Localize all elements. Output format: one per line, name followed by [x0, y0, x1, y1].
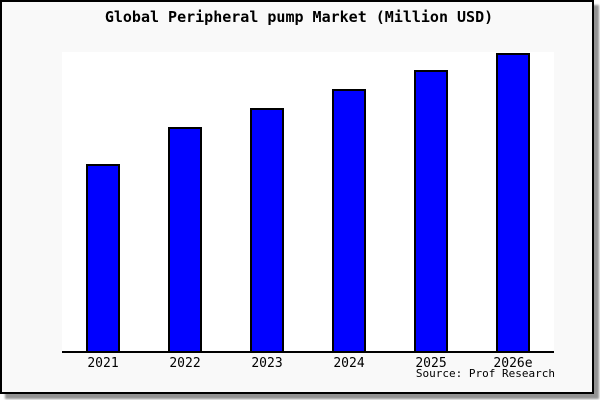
x-axis-label: 2021 [87, 356, 119, 371]
bar-slot [144, 52, 226, 351]
bar-2025 [414, 70, 448, 351]
bar-2022 [168, 127, 202, 351]
bar-slot [472, 52, 554, 351]
x-axis-label: 2026e [493, 356, 533, 371]
chart-frame: Global Peripheral pump Market (Million U… [0, 0, 594, 394]
bar-2021 [86, 164, 120, 351]
x-axis-labels: 2021 2022 2023 2024 2025 2026e [62, 356, 554, 371]
x-axis-label: 2022 [169, 356, 201, 371]
source-attribution: Source: Prof Research [415, 367, 555, 380]
bar-2024 [332, 89, 366, 351]
bar-slot [226, 52, 308, 351]
plot-area [62, 52, 554, 353]
bar-slot [390, 52, 472, 351]
bar-2023 [250, 108, 284, 351]
chart-title: Global Peripheral pump Market (Million U… [104, 8, 494, 26]
bar-slot [308, 52, 390, 351]
x-axis-label: 2025 [415, 356, 447, 371]
x-axis-label: 2023 [251, 356, 283, 371]
x-axis-label: 2024 [333, 356, 365, 371]
bar-slot [62, 52, 144, 351]
bar-2026e [496, 53, 530, 351]
